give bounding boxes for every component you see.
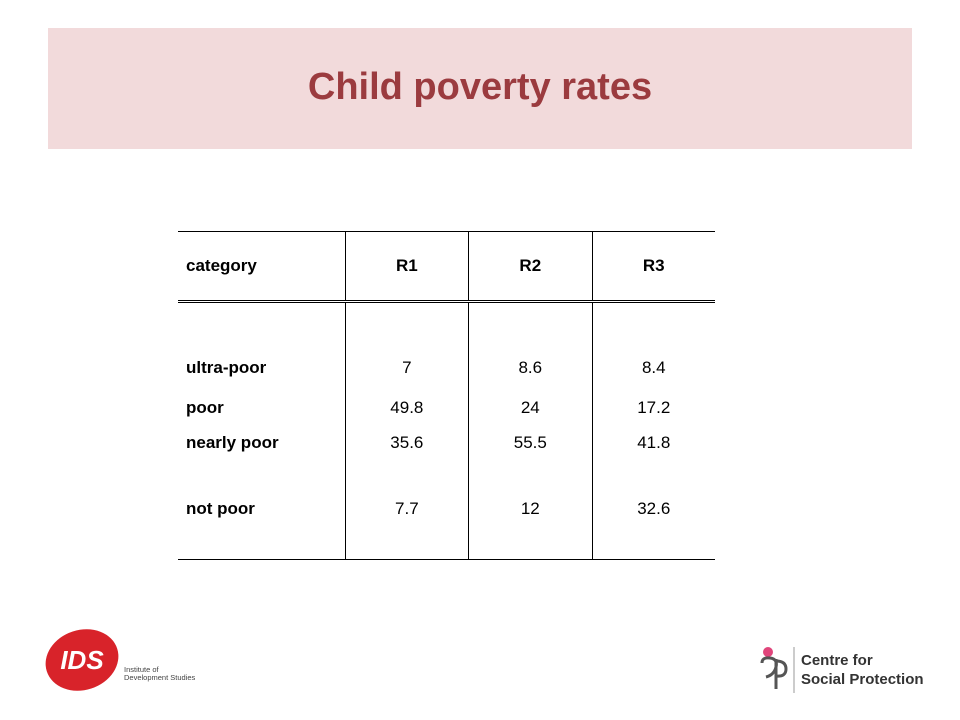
cell-r1: 7 [344, 301, 469, 382]
ids-logo-line2: Development Studies [124, 673, 196, 682]
title-band: Child poverty rates [48, 28, 912, 149]
cell-r3: 8.4 [591, 301, 715, 382]
cell-r1: 7.7 [344, 485, 469, 560]
header-r3: R3 [591, 231, 715, 303]
cell-r3: 32.6 [591, 485, 715, 560]
cell-r2: 24 [468, 382, 593, 433]
cell-r1: 49.8 [344, 382, 469, 433]
table-row: ultra-poor 7 8.6 8.4 [178, 301, 715, 382]
row-category: ultra-poor [186, 358, 267, 377]
header-r1: R1 [344, 231, 469, 303]
csp-logo-line2: Social Protection [801, 671, 924, 688]
row-category: nearly poor [186, 433, 279, 452]
cell-r2: 12 [468, 485, 593, 560]
table-row: nearly poor 35.6 55.5 41.8 [178, 433, 715, 485]
header-r2: R2 [468, 231, 593, 303]
table-row: poor 49.8 24 17.2 [178, 382, 715, 433]
poverty-table: category R1 R2 R3 ultra-poor 7 8.6 8.4 p… [178, 231, 715, 560]
poverty-table-container: category R1 R2 R3 ultra-poor 7 8.6 8.4 p… [178, 231, 715, 560]
csp-logo-mark: Centre for Social Protection [760, 647, 924, 693]
cell-r2: 55.5 [468, 433, 593, 485]
cell-r3: 41.8 [591, 433, 715, 485]
csp-logo: Centre for Social Protection [758, 645, 933, 695]
cell-r2: 8.6 [468, 301, 593, 382]
ids-logo-line1: Institute of [124, 665, 160, 674]
table-header-row: category R1 R2 R3 [178, 231, 715, 303]
row-category: not poor [178, 485, 346, 560]
row-category: poor [186, 397, 224, 417]
cell-r1: 35.6 [344, 433, 469, 485]
csp-logo-line1: Centre for [801, 652, 873, 669]
cell-r3: 17.2 [591, 382, 715, 433]
ids-logo-text: IDS [60, 645, 104, 675]
table-row: not poor 7.7 12 32.6 [178, 485, 715, 560]
slide-title: Child poverty rates [307, 66, 653, 108]
header-category: category [178, 231, 346, 303]
ids-logo: IDS Institute of Development Studies [44, 627, 204, 693]
ids-logo-mark: IDS Institute of Development Studies [45, 629, 196, 691]
